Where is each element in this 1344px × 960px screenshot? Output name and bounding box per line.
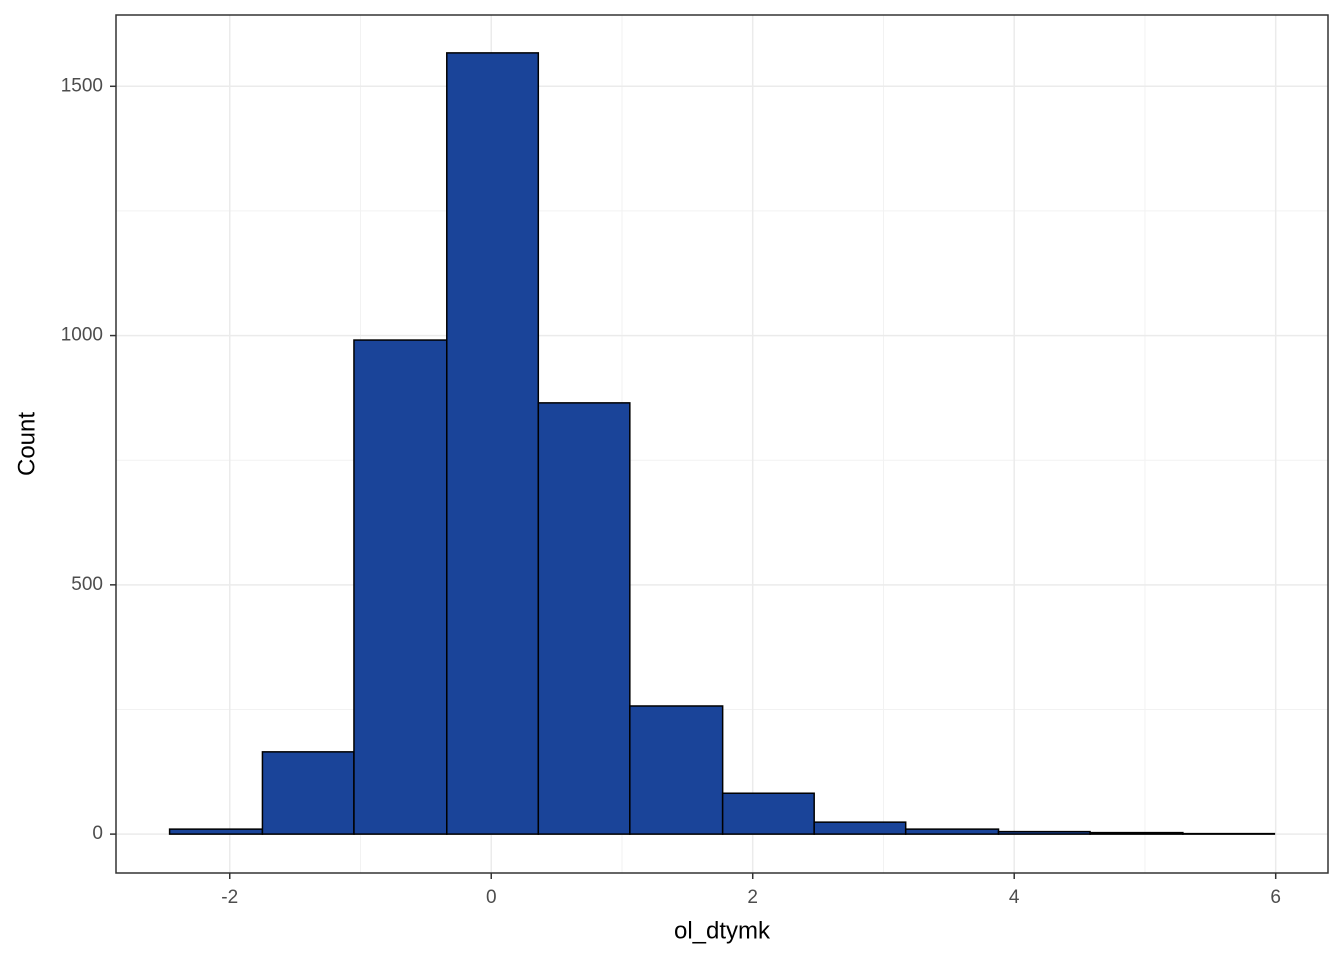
x-tick-label: 2 <box>747 887 758 908</box>
bar <box>629 705 724 835</box>
x-tick-label: 6 <box>1270 887 1281 908</box>
bar <box>904 828 1000 835</box>
x-axis-title: ol_dtymk <box>674 917 771 944</box>
y-tick-label: 0 <box>92 823 103 844</box>
y-axis-title: Count <box>13 412 40 476</box>
bar <box>353 339 448 835</box>
bar <box>813 821 907 835</box>
bar <box>997 830 1091 835</box>
x-tick-label: 0 <box>486 887 497 908</box>
y-tick-label: 1000 <box>61 325 103 346</box>
bar <box>721 792 815 835</box>
bar <box>446 52 540 835</box>
plot-border <box>115 14 1329 874</box>
bar <box>1089 831 1184 835</box>
y-tick-label: 1500 <box>61 75 103 96</box>
y-tick-label: 500 <box>71 574 103 595</box>
x-tick-label: -2 <box>221 887 238 908</box>
bar <box>261 751 355 835</box>
bar <box>168 828 264 835</box>
x-tick-label: 4 <box>1009 887 1020 908</box>
bar <box>537 402 631 835</box>
